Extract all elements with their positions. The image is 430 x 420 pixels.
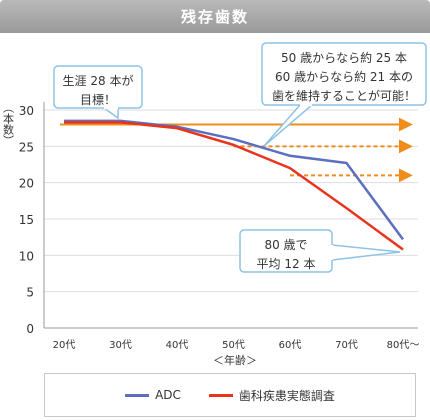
y-axis-label: （本数）: [2, 102, 15, 146]
legend-swatch-survey: [208, 393, 233, 397]
x-tick-label: 50代: [222, 339, 245, 351]
x-tick-label: 30代: [109, 339, 132, 351]
legend: ADC 歯科疾患実態調査: [44, 373, 416, 417]
chart-title: 残存歯数: [180, 8, 249, 26]
callout-text: 80 歳で: [264, 238, 307, 252]
x-tick-label: 70代: [335, 339, 358, 351]
legend-label-survey: 歯科疾患実態調査: [238, 388, 335, 403]
y-tick-label: 15: [19, 213, 34, 227]
legend-label-adc: ADC: [155, 388, 181, 402]
y-tick-label: 10: [19, 249, 34, 263]
y-tick-label: 30: [19, 104, 34, 118]
legend-item-adc: ADC: [125, 388, 181, 402]
series-line-adc: [64, 119, 405, 241]
legend-swatch-adc: [125, 393, 150, 397]
callout-box: [53, 65, 143, 109]
x-axis-label: ＜年齢＞: [213, 353, 257, 367]
x-tick-label: 60代: [279, 339, 302, 351]
callout-tail: [331, 244, 401, 261]
callout-text: 平均 12 本: [257, 257, 316, 271]
legend-item-survey: 歯科疾患実態調査: [208, 387, 335, 404]
callout-box: [261, 42, 427, 106]
x-tick-label: 20代: [53, 339, 76, 351]
callout-tail: [101, 107, 119, 120]
callout-retention: 50 歳からなら約 25 本 60 歳からなら約 21 本の歯を維持することが可能…: [261, 42, 427, 147]
callout-text: 50 歳からなら約 25 本: [281, 50, 407, 65]
title-bar: 残存歯数: [0, 0, 430, 33]
series-line-survey: [64, 121, 404, 251]
x-tick-label: 80代〜: [387, 339, 420, 351]
y-tick-label: 5: [26, 286, 34, 300]
callout-text: 目標！: [80, 93, 116, 107]
y-tick-label: 25: [19, 140, 34, 154]
y-tick-label: 0: [26, 322, 34, 336]
x-tick-label: 40代: [166, 339, 189, 351]
callout-text: 生涯 28 本が: [63, 73, 134, 88]
callout-text: 60 歳からなら約 21 本の: [275, 69, 413, 84]
chart-canvas: 0 5 10 15 20 25 30 20代 30代 40代 50代 60代 70代 80代〜 ＜年齢＞ （本…: [2, 42, 427, 367]
y-tick-label: 20: [19, 177, 34, 191]
callout-text: 歯を維持することが可能！: [272, 88, 416, 103]
